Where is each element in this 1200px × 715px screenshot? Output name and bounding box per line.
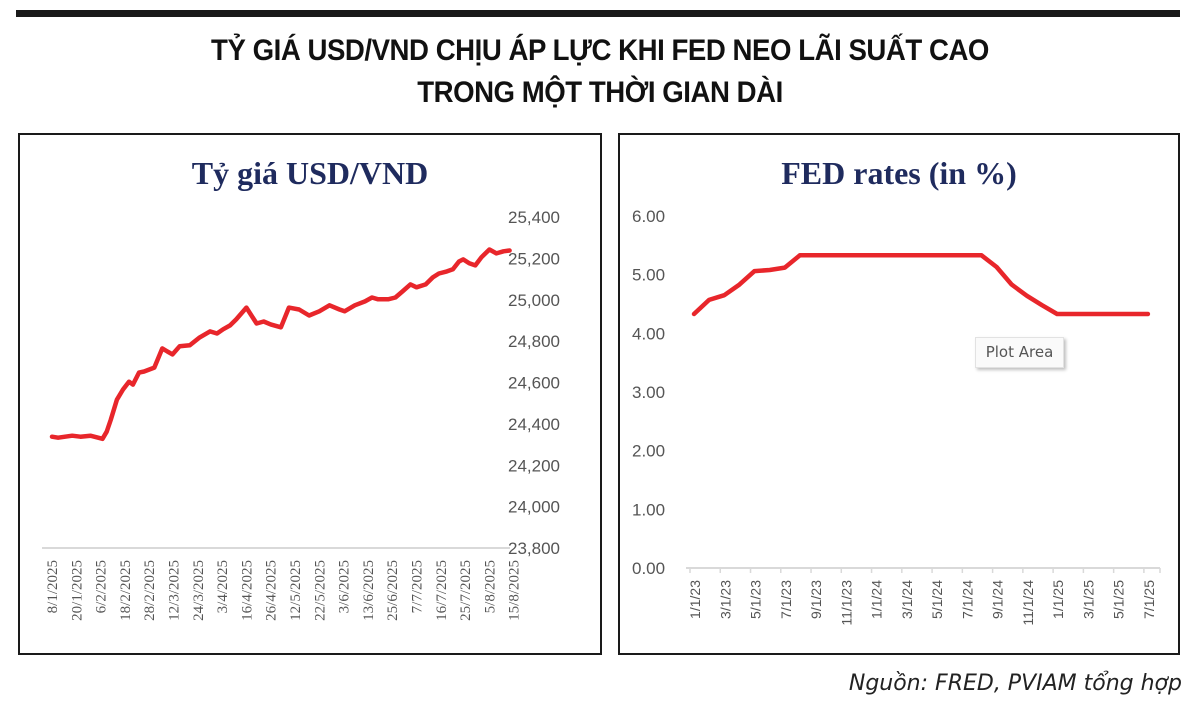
x-tick-label: 15/8/2025 — [507, 560, 523, 621]
x-tick-label: 16/7/2025 — [434, 560, 450, 621]
x-tick-label: 3/1/24 — [899, 580, 915, 619]
x-tick-label: 22/5/2025 — [312, 560, 328, 621]
y-tick-label: 25,200 — [508, 249, 560, 268]
x-tick-label: 6/2/2025 — [94, 560, 110, 613]
usd-vnd-chart-panel: Tỷ giá USD/VND 25,400 25,200 25,000 24,800 2… — [18, 133, 602, 655]
x-tick-label: 24/3/2025 — [191, 560, 207, 621]
x-tick-label: 1/1/25 — [1050, 580, 1066, 619]
y-tick-label: 24,200 — [508, 456, 560, 475]
fed-rates-chart-panel: FED rates (in %) 6.00 5.00 4.00 3.00 2.00 1.0… — [618, 133, 1180, 655]
top-rule — [16, 10, 1180, 17]
x-tick-label: 1/1/23 — [687, 580, 703, 619]
fed-rates-series-line — [691, 253, 1151, 317]
x-tick-label: 11/1/24 — [1020, 580, 1036, 626]
x-tick-label: 20/1/2025 — [69, 560, 85, 621]
usd-vnd-series-line — [49, 247, 512, 442]
y-tick-label: 0.00 — [632, 559, 665, 578]
x-tick-label: 5/1/25 — [1111, 580, 1127, 619]
headline-line-1: TỶ GIÁ USD/VND CHỊU ÁP LỰC KHI FED NEO L… — [211, 34, 989, 67]
headline: TỶ GIÁ USD/VND CHỊU ÁP LỰC KHI FED NEO L… — [48, 30, 1152, 114]
x-tick-label: 9/1/24 — [990, 580, 1006, 619]
x-tick-label: 13/6/2025 — [361, 560, 377, 621]
y-tick-label: 2.00 — [632, 442, 665, 461]
x-tick-label: 8/1/2025 — [45, 560, 61, 613]
usd-vnd-chart: 25,400 25,200 25,000 24,800 24,600 24,400 24,2… — [42, 208, 560, 621]
x-tick-label: 7/7/2025 — [410, 560, 426, 613]
fed-rates-chart: 6.00 5.00 4.00 3.00 2.00 1.00 0.00 1/1/23 3/1/23… — [632, 207, 1161, 626]
x-tick-label: 3/6/2025 — [337, 560, 353, 613]
x-tick-label: 25/6/2025 — [385, 560, 401, 621]
y-tick-label: 3.00 — [632, 383, 665, 402]
x-tick-label: 26/4/2025 — [264, 560, 280, 621]
y-tick-label: 1.00 — [632, 500, 665, 519]
x-tick-label: 7/1/24 — [959, 580, 975, 619]
y-tick-label: 24,800 — [508, 332, 560, 351]
x-tick-label: 18/2/2025 — [118, 560, 134, 621]
x-tick-label: 16/4/2025 — [239, 560, 255, 621]
x-tick-label: 1/1/24 — [869, 580, 885, 619]
x-tick-label: 5/1/24 — [929, 580, 945, 619]
x-tick-label: 7/1/25 — [1141, 580, 1157, 619]
fed-rates-chart-title: FED rates (in %) — [781, 155, 1017, 191]
headline-line-2: TRONG MỘT THỜI GIAN DÀI — [417, 76, 783, 109]
x-tick-label: 11/1/23 — [838, 580, 854, 626]
y-tick-label: 5.00 — [632, 266, 665, 285]
x-tick-label: 28/2/2025 — [142, 560, 158, 621]
y-tick-label: 23,800 — [508, 539, 560, 558]
y-tick-label: 6.00 — [632, 207, 665, 226]
plot-area-tooltip: Plot Area — [975, 337, 1064, 368]
x-tick-label: 25/7/2025 — [458, 560, 474, 621]
x-tick-label: 7/1/23 — [778, 580, 794, 619]
x-tick-label: 3/1/25 — [1080, 580, 1096, 619]
x-tick-label: 3/4/2025 — [215, 560, 231, 613]
usd-vnd-chart-title: Tỷ giá USD/VND — [191, 155, 429, 191]
y-tick-label: 25,400 — [508, 208, 560, 227]
y-tick-label: 25,000 — [508, 291, 560, 310]
x-tick-label: 12/5/2025 — [288, 560, 304, 621]
x-tick-label: 5/8/2025 — [482, 560, 498, 613]
y-tick-label: 24,400 — [508, 415, 560, 434]
y-tick-label: 4.00 — [632, 324, 665, 343]
x-tick-label: 3/1/23 — [717, 580, 733, 619]
x-tick-label: 5/1/23 — [748, 580, 764, 619]
x-tick-label: 9/1/23 — [808, 580, 824, 619]
y-tick-label: 24,600 — [508, 374, 560, 393]
x-tick-label: 12/3/2025 — [167, 560, 183, 621]
y-tick-label: 24,000 — [508, 498, 560, 517]
source-note: Nguồn: FRED, PVIAM tổng hợp — [848, 671, 1182, 696]
